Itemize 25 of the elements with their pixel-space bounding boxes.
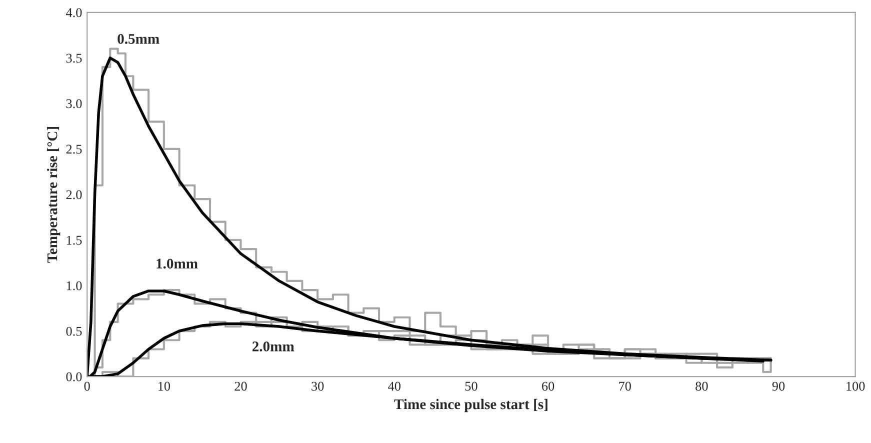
x-tick-label: 90 bbox=[772, 382, 785, 391]
annotation: 1.0mm bbox=[156, 258, 198, 269]
x-tick-label: 10 bbox=[158, 382, 170, 391]
y-tick-label: 2.0 bbox=[66, 190, 82, 200]
y-axis-title: Temperature rise [°C] bbox=[46, 127, 60, 263]
y-tick-label: 3.5 bbox=[66, 54, 82, 63]
y-tick-label: 1.0 bbox=[66, 281, 82, 290]
annotation: 0.5mm bbox=[118, 34, 160, 44]
x-tick-label: 20 bbox=[234, 382, 247, 391]
y-tick-label: 2.5 bbox=[66, 144, 82, 154]
x-tick-label: 40 bbox=[388, 382, 400, 391]
annotation: 2.0mm bbox=[252, 342, 294, 352]
y-tick-label: 0.0 bbox=[66, 372, 82, 382]
x-axis-title: Time since pulse start [s] bbox=[394, 398, 548, 412]
x-tick-label: 50 bbox=[465, 382, 478, 391]
x-tick-label: 60 bbox=[542, 382, 554, 391]
y-tick-label: 1.5 bbox=[66, 236, 82, 245]
y-tick-label: 4.0 bbox=[66, 8, 82, 18]
x-tick-label: 100 bbox=[846, 382, 865, 391]
x-tick-label: 0 bbox=[84, 382, 90, 391]
y-tick-label: 0.5 bbox=[66, 326, 82, 336]
x-tick-label: 30 bbox=[312, 382, 324, 391]
x-tick-label: 70 bbox=[619, 382, 631, 391]
x-tick-label: 80 bbox=[696, 382, 708, 391]
y-tick-label: 3.0 bbox=[66, 99, 82, 108]
